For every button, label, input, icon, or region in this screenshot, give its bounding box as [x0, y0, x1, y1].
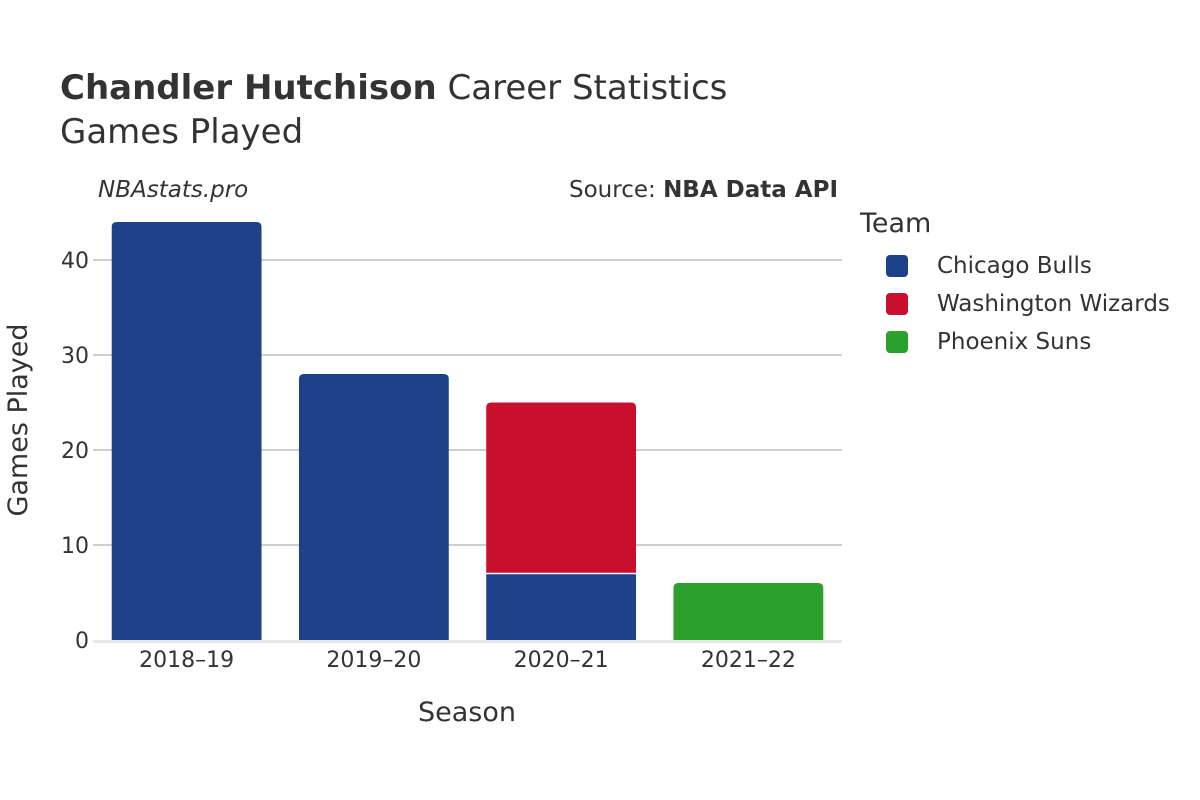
y-tick-label: 0 — [75, 629, 89, 654]
legend-swatch — [886, 255, 908, 277]
legend-swatch — [886, 331, 908, 353]
legend: Team Chicago Bulls Washington Wizards Phoe… — [860, 208, 1170, 361]
legend-items: Chicago Bulls Washington Wizards Phoenix S… — [860, 247, 1170, 361]
bar-chicago-bulls-2018–19 — [111, 222, 262, 640]
chart-subtitle: Games Played — [60, 112, 304, 152]
chart-title: Chandler Hutchison Career Statistics — [60, 68, 727, 108]
source-credit: Source: NBA Data API — [569, 177, 838, 203]
legend-swatch — [886, 293, 908, 315]
player-name: Chandler Hutchison — [60, 68, 437, 108]
x-tick-label: 2021–22 — [701, 648, 796, 673]
legend-item[interactable]: Chicago Bulls — [860, 247, 1170, 285]
x-tick-label: 2018–19 — [139, 648, 234, 673]
bars — [111, 222, 824, 640]
source-name: NBA Data API — [663, 177, 838, 203]
bar-washington-wizards-2020–21 — [486, 402, 637, 574]
x-tick-label: 2020–21 — [514, 648, 609, 673]
legend-item[interactable]: Phoenix Suns — [860, 323, 1170, 361]
legend-item[interactable]: Washington Wizards — [860, 285, 1170, 323]
x-axis-title: Season — [418, 697, 516, 728]
bar-chicago-bulls-2020–21 — [486, 573, 637, 640]
y-tick-label: 20 — [61, 439, 89, 464]
axes: 0 10 20 30 40 2018–19 2019–20 2020–21 2021–22 — [61, 249, 842, 673]
legend-label: Washington Wizards — [937, 291, 1170, 317]
bar-phoenix-suns-2021–22 — [673, 583, 824, 640]
y-tick-label: 10 — [61, 534, 89, 559]
watermark: NBAstats.pro — [98, 177, 249, 203]
legend-title: Team — [860, 208, 932, 239]
title-rest: Career Statistics — [447, 68, 728, 108]
y-tick-label: 40 — [61, 249, 89, 274]
source-prefix: Source: — [569, 177, 656, 203]
y-tick-label: 30 — [61, 344, 89, 369]
x-tick-label: 2019–20 — [326, 648, 421, 673]
legend-label: Phoenix Suns — [937, 329, 1092, 355]
legend-label: Chicago Bulls — [937, 253, 1092, 279]
y-axis-title: Games Played — [3, 323, 34, 516]
bar-chicago-bulls-2019–20 — [298, 374, 449, 640]
